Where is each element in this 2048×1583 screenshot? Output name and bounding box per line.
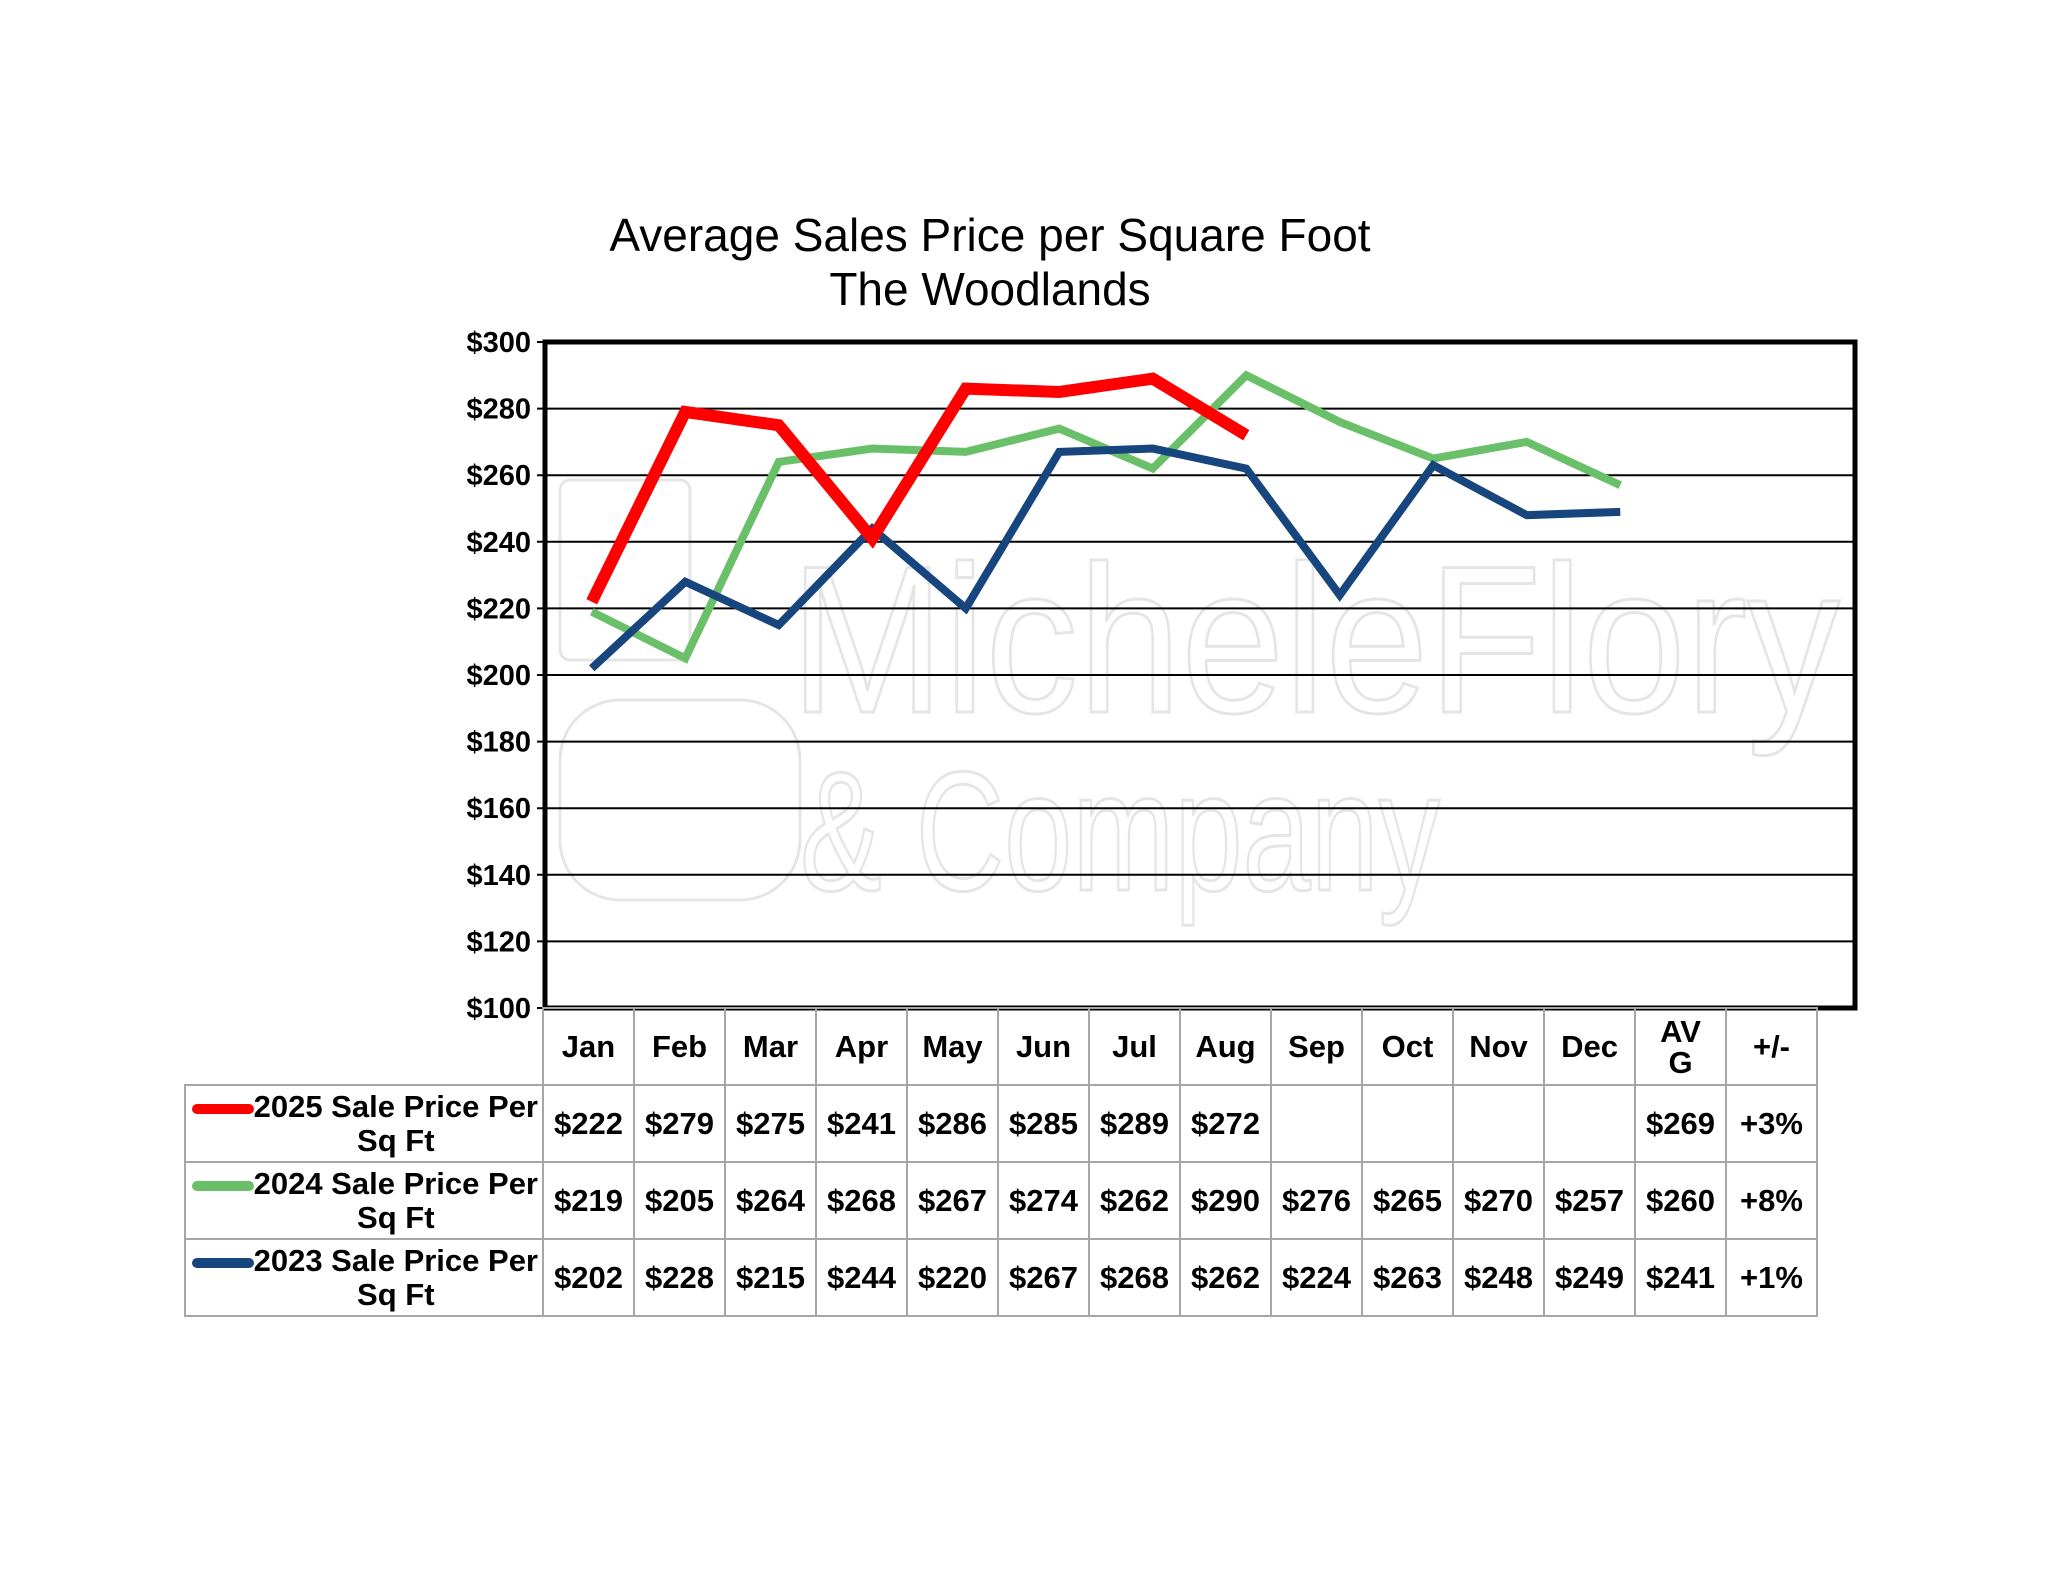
table-cell: $222	[542, 1084, 635, 1163]
watermark-logo-box-2	[558, 698, 802, 902]
table-cell	[1270, 1084, 1363, 1163]
table-cell: $224	[1270, 1238, 1363, 1317]
table-header-cell: Jun	[997, 1007, 1090, 1086]
series-label-line2: Sq Ft	[357, 1199, 435, 1235]
table-cell: $274	[997, 1161, 1090, 1240]
series-lines	[586, 370, 1622, 672]
table-header-cell: Aug	[1179, 1007, 1272, 1086]
series-label-line1: 2025 Sale Price Per	[253, 1088, 538, 1124]
table-cell: $263	[1361, 1238, 1454, 1317]
table-cell: $276	[1270, 1161, 1363, 1240]
table-header-cell: Apr	[815, 1007, 908, 1086]
table-header-avg: AV G	[1634, 1007, 1727, 1086]
series-label-line2: Sq Ft	[357, 1276, 435, 1312]
table-cell: $262	[1179, 1238, 1272, 1317]
series-label-line2: Sq Ft	[357, 1122, 435, 1158]
table-cell: $228	[633, 1238, 726, 1317]
table-corner	[185, 1008, 543, 1085]
watermark-line2: & Company	[800, 737, 1440, 927]
table-cell: $267	[997, 1238, 1090, 1317]
table-cell: $241	[815, 1084, 908, 1163]
table-header-cell: Feb	[633, 1007, 726, 1086]
avg-header-line2: G	[1668, 1044, 1693, 1080]
table-cell: $248	[1452, 1238, 1545, 1317]
table-cell: $290	[1179, 1161, 1272, 1240]
y-tick-label: $140	[466, 860, 531, 892]
table-row-2024: 2024 Sale Price Per Sq Ft $219 $205 $264 …	[184, 1161, 1818, 1240]
table-cell	[1361, 1084, 1454, 1163]
table-cell: $265	[1361, 1161, 1454, 1240]
table-header-cell: Nov	[1452, 1007, 1545, 1086]
table-change-cell: +8%	[1725, 1161, 1818, 1240]
table-cell: $272	[1179, 1084, 1272, 1163]
table-header-cell: Dec	[1543, 1007, 1636, 1086]
y-tick-label: $200	[466, 660, 531, 692]
y-tick-label: $300	[466, 327, 531, 359]
legend-swatch-2025	[192, 1104, 254, 1114]
table-cell: $220	[906, 1238, 999, 1317]
legend-swatch-2023	[192, 1258, 254, 1268]
watermark: MicheleFlory & Company	[558, 478, 1842, 929]
y-tick-label: $260	[466, 460, 531, 492]
table-header-cell: Jul	[1088, 1007, 1181, 1086]
table-change-cell: +3%	[1725, 1084, 1818, 1163]
y-tick-label: $160	[466, 793, 531, 825]
watermark-logo-box	[558, 478, 692, 662]
table-cell: $244	[815, 1238, 908, 1317]
table-cell: $205	[633, 1161, 726, 1240]
table-avg-cell: $269	[1634, 1084, 1727, 1163]
table-cell: $268	[815, 1161, 908, 1240]
table-cell: $275	[724, 1084, 817, 1163]
table-header-cell: May	[906, 1007, 999, 1086]
table-cell: $215	[724, 1238, 817, 1317]
series-label-2023: 2023 Sale Price Per Sq Ft	[184, 1238, 544, 1317]
table-header-cell: Jan	[542, 1007, 635, 1086]
table-cell: $262	[1088, 1161, 1181, 1240]
data-table: Jan Feb Mar Apr May Jun Jul Aug Sep Oct …	[184, 1007, 1818, 1317]
y-tick-label: $120	[466, 926, 531, 958]
series-label-line1: 2024 Sale Price Per	[253, 1165, 538, 1201]
series-label-2025: 2025 Sale Price Per Sq Ft	[184, 1084, 544, 1163]
table-cell: $264	[724, 1161, 817, 1240]
table-avg-cell: $241	[1634, 1238, 1727, 1317]
table-cell: $267	[906, 1161, 999, 1240]
table-cell: $219	[542, 1161, 635, 1240]
table-cell: $270	[1452, 1161, 1545, 1240]
table-cell: $257	[1543, 1161, 1636, 1240]
table-cell: $285	[997, 1084, 1090, 1163]
table-cell: $268	[1088, 1238, 1181, 1317]
series-label-line1: 2023 Sale Price Per	[253, 1242, 538, 1278]
table-cell: $286	[906, 1084, 999, 1163]
y-tick-label: $220	[466, 593, 531, 625]
table-cell	[1452, 1084, 1545, 1163]
y-tick-label: $240	[466, 527, 531, 559]
table-cell: $279	[633, 1084, 726, 1163]
table-cell	[1543, 1084, 1636, 1163]
table-row-2023: 2023 Sale Price Per Sq Ft $202 $228 $215 …	[184, 1238, 1818, 1317]
legend-swatch-2024	[192, 1181, 254, 1191]
series-line-2025	[586, 372, 1250, 605]
table-avg-cell: $260	[1634, 1161, 1727, 1240]
series-line-2023	[589, 444, 1621, 672]
chart-subtitle: The Woodlands	[829, 263, 1151, 315]
y-tick-label: $100	[466, 993, 531, 1025]
table-header-cell: Mar	[724, 1007, 817, 1086]
y-tick-label: $280	[466, 394, 531, 426]
table-header-row: Jan Feb Mar Apr May Jun Jul Aug Sep Oct …	[185, 1007, 1818, 1086]
y-axis-ticks: $300 $280 $260 $240 $220 $200 $180 $160 $140 $120…	[466, 327, 531, 1025]
table-cell: $202	[542, 1238, 635, 1317]
table-header-cell: Oct	[1361, 1007, 1454, 1086]
avg-header-line1: AV	[1660, 1013, 1701, 1049]
series-label-2024: 2024 Sale Price Per Sq Ft	[184, 1161, 544, 1240]
table-header-change: +/-	[1725, 1007, 1818, 1086]
table-row-2025: 2025 Sale Price Per Sq Ft $222 $279 $275 …	[184, 1084, 1818, 1163]
chart-title-main: Average Sales Price per Square Foot	[609, 209, 1371, 261]
chart-title: Average Sales Price per Square Foot The …	[540, 208, 1440, 316]
y-tick-label: $180	[466, 727, 531, 759]
table-cell: $289	[1088, 1084, 1181, 1163]
table-cell: $249	[1543, 1238, 1636, 1317]
table-change-cell: +1%	[1725, 1238, 1818, 1317]
table-header-cell: Sep	[1270, 1007, 1363, 1086]
